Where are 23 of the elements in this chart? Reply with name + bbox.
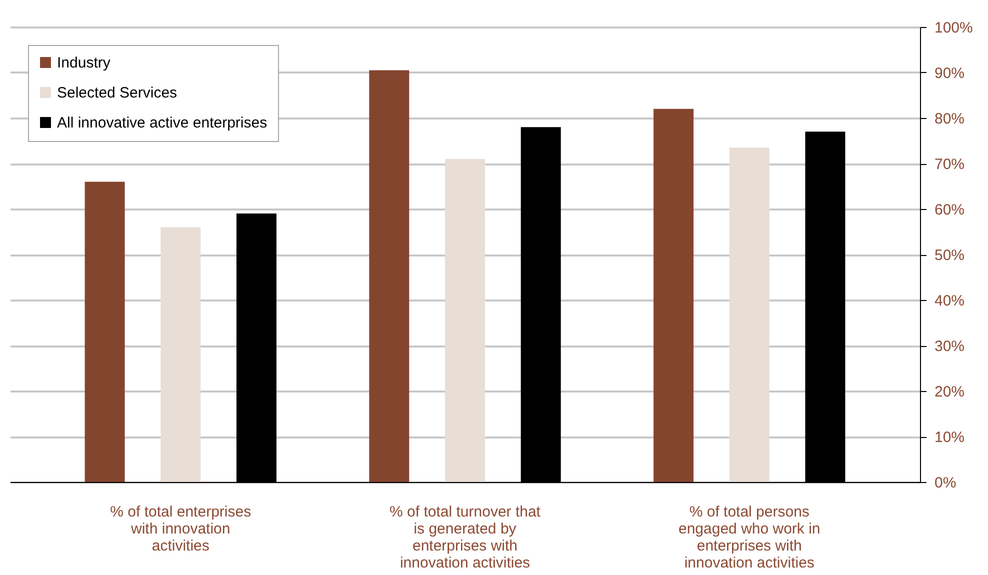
y-tick-label: 60% [934, 202, 965, 218]
y-tick-label: 90% [934, 65, 965, 82]
bar [84, 182, 125, 482]
legend-label: All innovative active enterprises [57, 114, 268, 132]
legend-label: Selected Services [57, 84, 178, 102]
y-tick-label: 10% [934, 429, 965, 446]
x-tick-label: % of total persons engaged who work in enterprises with innovation activities [678, 504, 820, 572]
y-tick-label: 20% [934, 384, 965, 400]
x-tick-label: % of total turnover that is generated by enterprises with innovation activities [390, 504, 542, 572]
y-tick-label: 100% [934, 20, 973, 36]
bar [160, 227, 201, 482]
bar [729, 148, 770, 482]
y-tick-label: 50% [934, 247, 965, 264]
bar [369, 70, 410, 482]
y-tick-label: 70% [934, 156, 965, 173]
y-tick-label: 0% [934, 474, 956, 492]
y-tick-label: 30% [934, 338, 965, 355]
x-tick-label: % of total enterprises with innovation activities [110, 504, 252, 554]
legend-label: Industry [57, 54, 111, 72]
y-tick-label: 80% [934, 110, 965, 128]
y-tick-label: 40% [934, 292, 965, 310]
bar [445, 158, 485, 482]
bar [654, 108, 694, 482]
